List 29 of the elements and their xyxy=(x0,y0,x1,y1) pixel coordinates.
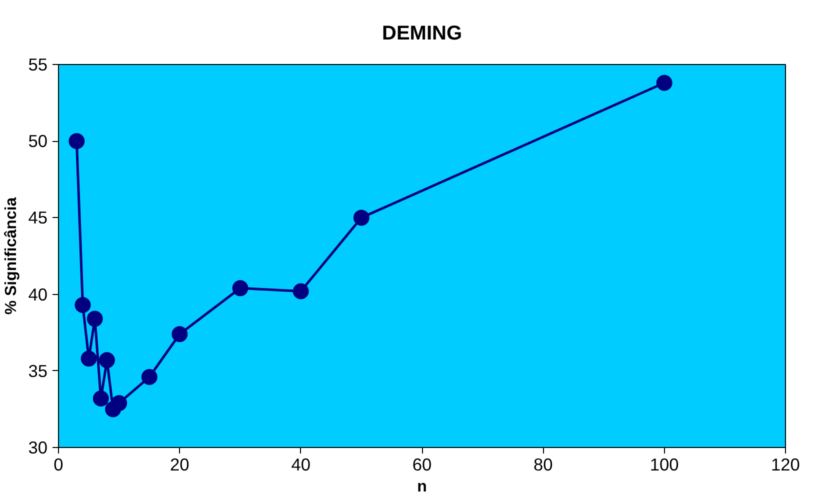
point xyxy=(111,395,128,412)
x-tick-label: 100 xyxy=(650,454,679,474)
x-tick-label: 20 xyxy=(170,454,190,474)
point xyxy=(98,352,115,368)
point xyxy=(92,390,109,406)
x-tick-label: 120 xyxy=(771,454,800,474)
point xyxy=(74,297,91,314)
x-tick-label: 0 xyxy=(54,454,64,474)
point xyxy=(141,369,158,386)
point xyxy=(172,326,188,342)
point xyxy=(86,310,103,327)
point xyxy=(232,280,248,296)
y-tick-label: 45 xyxy=(28,208,48,228)
x-tick-label: 40 xyxy=(291,454,310,474)
y-tick-label: 35 xyxy=(28,360,48,381)
y-tick-label: 30 xyxy=(28,438,48,458)
point xyxy=(80,350,97,367)
point xyxy=(656,74,672,91)
x-axis-title: n xyxy=(417,478,427,496)
y-tick-label: 40 xyxy=(28,284,48,304)
y-axis-title: % Significância xyxy=(3,197,20,315)
chart-title: DEMING xyxy=(382,22,462,44)
x-tick-label: 60 xyxy=(412,454,432,474)
y-tick-label: 55 xyxy=(28,54,48,74)
y-tick-label: 50 xyxy=(28,131,48,152)
point xyxy=(68,133,85,150)
x-tick-label: 80 xyxy=(534,454,553,474)
point xyxy=(353,210,370,226)
point xyxy=(292,283,309,300)
